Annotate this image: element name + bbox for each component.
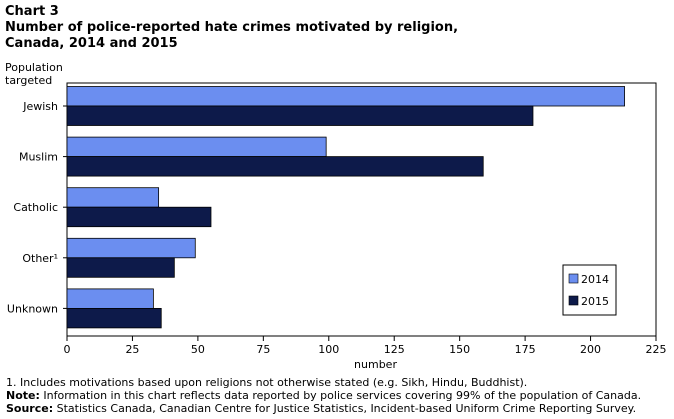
chart-number: Chart 3 (5, 4, 59, 19)
legend-label-2014: 2014 (581, 273, 609, 286)
x-tick-label: 100 (318, 343, 339, 356)
bar-2014-3 (66, 187, 160, 208)
bar-2014-1 (66, 86, 625, 107)
x-tick-label: 75 (256, 343, 270, 356)
x-tick-label: 50 (191, 343, 205, 356)
x-tick-label: 125 (384, 343, 405, 356)
legend-swatch-2015 (568, 295, 579, 306)
legend (562, 264, 617, 316)
note-line: Note: Information in this chart reflects… (6, 389, 641, 402)
bar-2014-5 (66, 288, 154, 309)
y-axis-label: Population targeted (5, 61, 63, 87)
legend-label-2015: 2015 (581, 295, 609, 308)
chart-title: Number of police-reported hate crimes mo… (5, 20, 459, 51)
category-label: Unknown (7, 302, 58, 315)
source-label: Source: (6, 402, 54, 415)
footnotes: 1. Includes motivations based upon relig… (6, 376, 641, 415)
bar-2015-3 (66, 206, 212, 228)
x-tick-label: 225 (646, 343, 667, 356)
category-label: Catholic (13, 201, 58, 214)
x-axis-label: number (354, 358, 397, 371)
bar-2014-4 (66, 237, 196, 259)
bar-2015-1 (66, 105, 534, 126)
bar-2015-5 (66, 307, 162, 329)
source-text: Statistics Canada, Canadian Centre for J… (53, 402, 637, 415)
x-tick-label: 0 (64, 343, 71, 356)
x-tick-label: 25 (125, 343, 139, 356)
x-tick-label: 200 (580, 343, 601, 356)
note-text: Information in this chart reflects data … (39, 389, 642, 402)
source-line: Source: Statistics Canada, Canadian Cent… (6, 402, 641, 415)
bar-2014-2 (66, 136, 327, 158)
footnote-1: 1. Includes motivations based upon relig… (6, 376, 528, 389)
x-tick-label: 150 (449, 343, 470, 356)
x-tick-label: 175 (515, 343, 536, 356)
note-label: Note: (6, 389, 40, 402)
bar-2015-4 (66, 257, 175, 278)
category-label: Jewish (22, 100, 58, 113)
category-label: Muslim (19, 151, 58, 164)
category-label: Other¹ (22, 252, 58, 265)
bar-2015-2 (66, 156, 484, 177)
legend-swatch-2014 (568, 273, 579, 284)
title-block: Chart 3 Number of police-reported hate c… (5, 4, 475, 52)
